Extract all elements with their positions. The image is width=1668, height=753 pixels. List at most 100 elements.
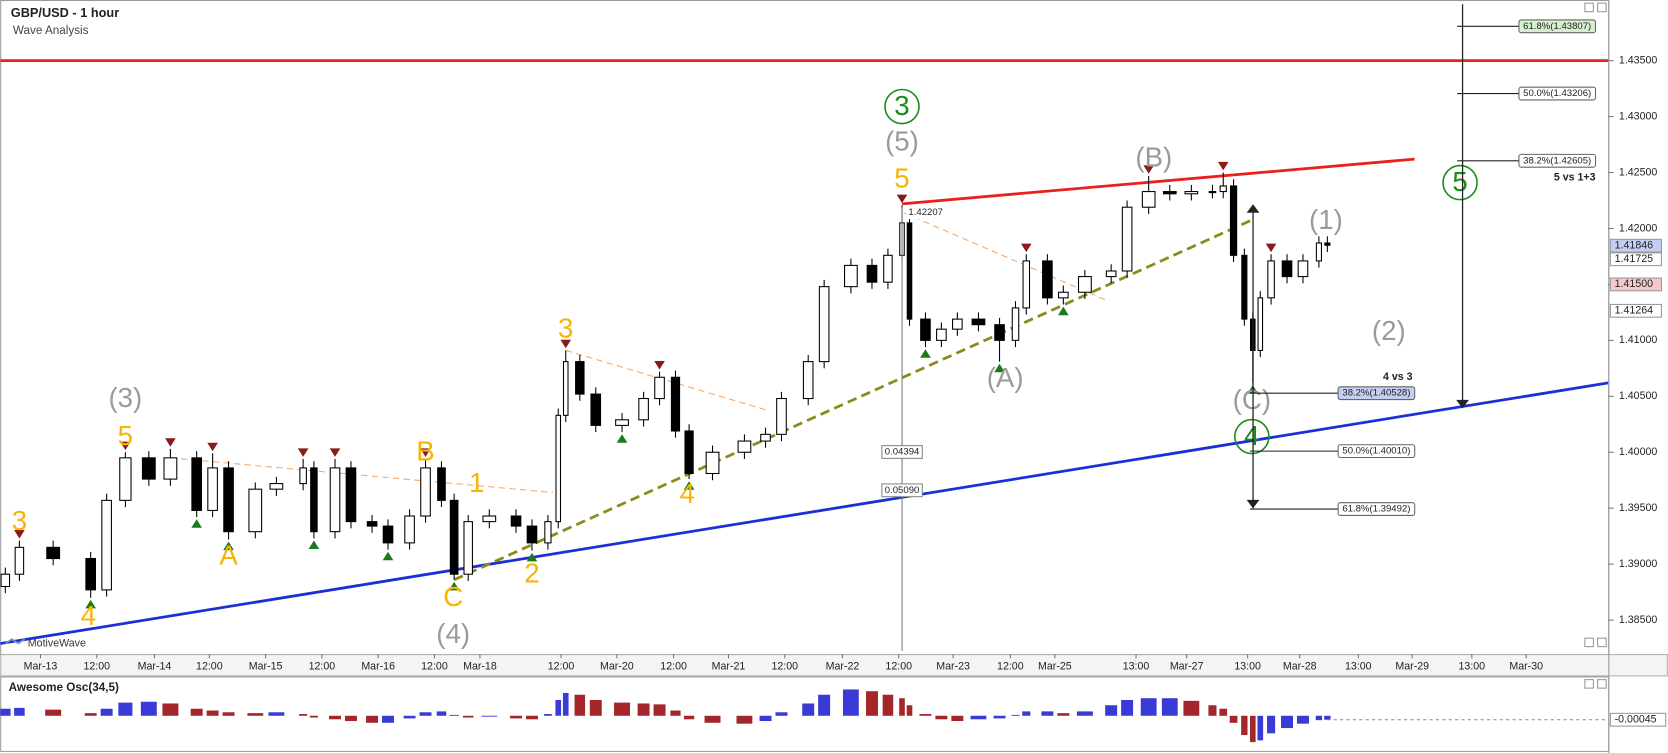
osc-bar <box>162 703 179 716</box>
osc-bar <box>1257 715 1264 741</box>
wave-label: (1) <box>1309 204 1343 235</box>
candle-body <box>310 467 318 533</box>
candle-body <box>1219 185 1227 193</box>
candle-body <box>818 286 830 363</box>
wave-label: (4) <box>436 618 470 649</box>
osc-bar <box>906 705 913 716</box>
osc-bar <box>802 703 815 716</box>
panel-button[interactable] <box>1584 2 1594 13</box>
wave-label: 4 <box>680 478 695 509</box>
wave-circle <box>884 88 920 125</box>
osc-bar <box>222 712 235 716</box>
osc-bar <box>1249 715 1256 743</box>
price-tag <box>1609 303 1662 318</box>
candle-body <box>1267 260 1275 299</box>
fib-label-box <box>1337 502 1416 516</box>
candle-body <box>590 393 602 426</box>
fib-label-box <box>1518 153 1597 168</box>
candle-body <box>366 521 378 527</box>
wave-circle <box>1442 164 1478 201</box>
candle-body <box>1229 185 1238 256</box>
candle-body <box>101 499 112 591</box>
panel-button[interactable] <box>1584 679 1594 689</box>
candle-body <box>866 264 878 283</box>
fib-label: 38.2%(1.40528) <box>1342 388 1410 399</box>
price-tag-label: 1.41500 <box>1615 278 1653 290</box>
x-tick-label: Mar-23 <box>936 661 970 673</box>
pivot-low-marker <box>994 363 1005 373</box>
osc-bar <box>683 715 695 720</box>
candle-body <box>994 324 1005 341</box>
candle-body <box>1011 307 1020 341</box>
panel-button[interactable] <box>1597 637 1607 648</box>
candle-body <box>46 546 61 560</box>
x-tick-label: Mar-27 <box>1170 661 1204 673</box>
osc-bar <box>1229 715 1238 723</box>
osc-bar <box>329 715 341 720</box>
osc-bar <box>736 715 753 724</box>
trend-line <box>901 157 1415 206</box>
candle-body <box>119 457 132 501</box>
x-tick-label: 12:00 <box>660 661 687 673</box>
trend-line <box>903 212 1107 301</box>
x-tick-label: Mar-30 <box>1509 661 1543 673</box>
osc-bar <box>1022 711 1031 716</box>
panel-button[interactable] <box>1584 637 1594 648</box>
fib-label-box <box>1518 19 1597 34</box>
wave-label: (5) <box>885 126 919 157</box>
osc-bar <box>247 713 264 716</box>
wave-label: (3) <box>108 382 142 413</box>
fib-label-box <box>1337 444 1416 459</box>
wave-label: 1 <box>469 467 484 498</box>
candle-body <box>382 525 394 544</box>
candle-body <box>269 483 284 490</box>
osc-bar <box>118 702 133 716</box>
osc-bar <box>1315 715 1323 721</box>
y-tick-label: 1.38500 <box>1619 614 1657 626</box>
watermark-logo <box>5 638 26 645</box>
x-tick-label: 12:00 <box>885 661 912 673</box>
price-tag <box>1609 252 1662 267</box>
osc-bar <box>574 694 586 716</box>
measure-box <box>881 483 923 498</box>
panel-button[interactable] <box>1597 679 1607 689</box>
osc-bar <box>951 715 964 722</box>
wave-label: (C) <box>1233 384 1271 415</box>
price-layer: 3 4 5 (3) A B 1 C (4) 2 3 4 5 (5) 3 (A) (B) (C) 4 (1) (2) 5 61… <box>0 4 1609 651</box>
candle-body <box>449 499 459 575</box>
candle-body <box>615 419 629 426</box>
x-tick-label: 13:00 <box>1123 661 1150 673</box>
x-tick-label: 13:00 <box>1234 661 1261 673</box>
osc-bar <box>842 689 859 716</box>
osc-bar <box>84 713 97 716</box>
osc-bar <box>1057 713 1070 716</box>
measure-label: 0.04394 <box>885 447 920 458</box>
overlay-layer: 1.38500 1.39000 1.39500 1.40000 1.40500 1.410… <box>24 54 1667 727</box>
osc-bar <box>993 715 1006 719</box>
arrow-head <box>1456 399 1469 409</box>
candle-body <box>555 414 562 523</box>
x-tick-label: 12:00 <box>771 661 798 673</box>
candle-body <box>1208 191 1217 194</box>
candle-body <box>1241 254 1248 320</box>
pivot-high-marker <box>207 442 218 452</box>
measure-box <box>906 206 947 220</box>
watermark: MotiveWave <box>28 637 86 649</box>
wave-label: 2 <box>524 558 539 589</box>
osc-bar <box>704 715 721 723</box>
panel-button[interactable] <box>1597 2 1607 13</box>
candle-body <box>163 457 178 480</box>
fib-label: 61.8%(1.39492) <box>1342 504 1410 515</box>
y-tick-label: 1.39000 <box>1619 558 1657 570</box>
osc-bar <box>1140 698 1157 716</box>
arrow-head <box>1246 204 1260 213</box>
candle-body <box>562 361 569 416</box>
fib-label: 50.0%(1.43206) <box>1523 88 1591 99</box>
osc-bar <box>449 714 459 716</box>
osc-bar <box>526 715 538 720</box>
price-tag-label: 1.41846 <box>1615 240 1653 252</box>
x-tick-label: Mar-21 <box>712 661 746 673</box>
candle-body <box>207 467 218 511</box>
candle-body <box>705 451 720 475</box>
